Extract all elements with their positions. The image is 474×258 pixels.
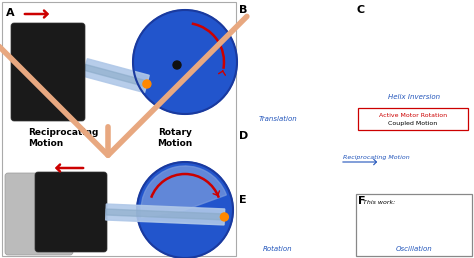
Text: E: E — [239, 195, 246, 205]
Bar — [356, 194, 472, 256]
Polygon shape — [82, 59, 149, 93]
Circle shape — [173, 61, 181, 69]
Text: Rotation: Rotation — [263, 246, 293, 252]
Text: This work:: This work: — [363, 200, 395, 205]
Wedge shape — [141, 166, 227, 218]
Text: Translation: Translation — [259, 116, 297, 122]
Text: B: B — [239, 5, 247, 15]
Text: Helix Inversion: Helix Inversion — [388, 94, 440, 100]
FancyBboxPatch shape — [5, 173, 73, 255]
FancyBboxPatch shape — [11, 23, 85, 121]
Text: Active Motor Rotation: Active Motor Rotation — [379, 113, 447, 118]
Text: Reciprocating Motion: Reciprocating Motion — [343, 155, 410, 160]
Text: D: D — [239, 131, 248, 141]
Circle shape — [220, 213, 228, 221]
Text: Oscillation: Oscillation — [396, 246, 432, 252]
Text: Reciprocating
Motion: Reciprocating Motion — [28, 128, 99, 148]
Bar — [2, 2, 236, 256]
Circle shape — [143, 80, 151, 88]
Text: Rotary
Motion: Rotary Motion — [157, 128, 192, 148]
Text: C: C — [357, 5, 365, 15]
Bar — [358, 108, 468, 130]
Circle shape — [133, 10, 237, 114]
Polygon shape — [84, 64, 148, 87]
Text: Coupled Motion: Coupled Motion — [388, 121, 438, 126]
FancyBboxPatch shape — [35, 172, 107, 252]
Polygon shape — [106, 204, 225, 225]
Polygon shape — [106, 209, 225, 220]
Text: A: A — [6, 8, 15, 18]
Text: F: F — [358, 196, 365, 206]
Circle shape — [137, 162, 233, 258]
